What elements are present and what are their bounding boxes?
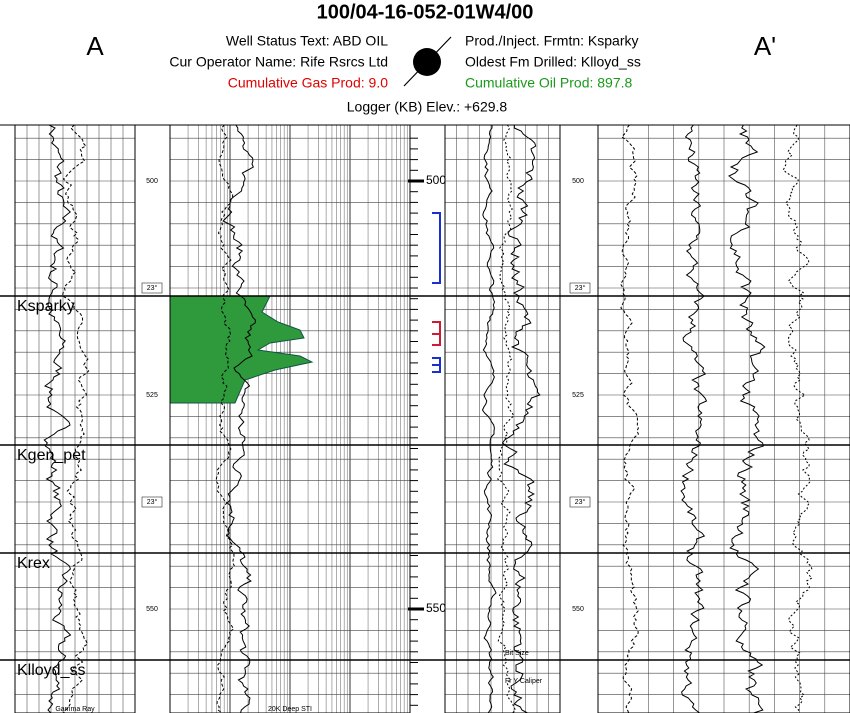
log-curve: [782, 124, 813, 713]
depth-label: 500: [426, 173, 446, 187]
track-footer: Gamma Ray: [55, 706, 95, 713]
pay-fill: [169, 295, 314, 404]
formation-name: Ksparky: [17, 298, 75, 315]
scale-tag: 23°: [147, 284, 158, 292]
well-symbol-line: [403, 36, 452, 87]
scale-tag-box: [569, 282, 591, 294]
log-curve: [215, 124, 236, 713]
scale-tag-box: [141, 282, 163, 294]
curve-label: Bit Size: [505, 650, 529, 657]
formation-name: Krex: [17, 555, 50, 572]
log-curve: [481, 125, 497, 713]
track-footer: 20K Deep STI: [268, 706, 312, 713]
track-depth: 550: [572, 606, 584, 613]
oil-prod: Cumulative Oil Prod: 897.8: [465, 75, 633, 91]
section-start: A: [86, 31, 104, 61]
perforation: [432, 212, 441, 284]
section-end: A': [754, 31, 776, 61]
elevation: Logger (KB) Elev.: +629.8: [347, 99, 508, 115]
prod-formation: Prod./Inject. Frmtn: Ksparky: [465, 33, 639, 49]
well-title: 100/04-16-052-01W4/00: [317, 1, 534, 23]
operator: Cur Operator Name: Rife Rsrcs Ltd: [169, 54, 388, 70]
log-curve: [222, 124, 256, 713]
well-status: Well Status Text: ABD OIL: [226, 33, 388, 49]
formation-name: Klloyd_ss: [17, 662, 85, 679]
log-curve: [501, 124, 541, 713]
track-depth: 525: [572, 392, 584, 399]
depth-label: 550: [426, 601, 446, 615]
scale-tag: 23°: [147, 498, 158, 506]
scale-tag: 23°: [575, 498, 586, 506]
scale-tag: 23°: [575, 284, 586, 292]
track-depth: 550: [146, 606, 158, 613]
log-curve: [620, 124, 640, 713]
scale-tag-box: [141, 496, 163, 508]
curve-label: Fr Y Caliper: [505, 678, 543, 685]
log-curve: [43, 124, 72, 713]
oldest-formation: Oldest Fm Drilled: Klloyd_ss: [465, 54, 641, 70]
track-depth: 500: [146, 178, 158, 185]
track-depth: 500: [572, 178, 584, 185]
depth-column: [135, 125, 170, 713]
logs: 500 500 525 525 550 550 23° 23° 23° 23° 500 550 Kspa…: [0, 124, 850, 713]
log-curve: [680, 124, 708, 713]
gas-prod: Cumulative Gas Prod: 9.0: [228, 75, 389, 91]
log-curve: [728, 124, 766, 713]
formation-name: Kgen_pet: [17, 447, 86, 464]
track-depth: 525: [146, 392, 158, 399]
depth-column: [560, 125, 598, 713]
scale-tag-box: [569, 496, 591, 508]
log-curve: [496, 124, 516, 713]
